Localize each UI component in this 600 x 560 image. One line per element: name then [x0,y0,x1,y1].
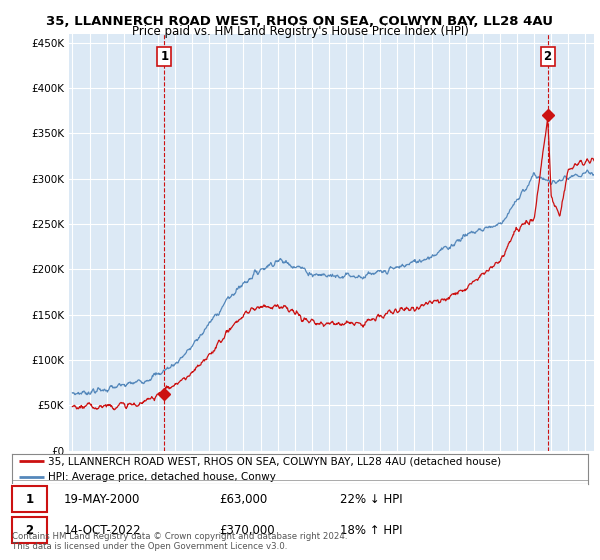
Text: £63,000: £63,000 [220,493,268,506]
Text: 35, LLANNERCH ROAD WEST, RHOS ON SEA, COLWYN BAY, LL28 4AU (detached house): 35, LLANNERCH ROAD WEST, RHOS ON SEA, CO… [48,456,502,466]
Text: 1: 1 [160,50,169,63]
Text: 19-MAY-2000: 19-MAY-2000 [64,493,140,506]
FancyBboxPatch shape [12,486,47,512]
Text: 18% ↑ HPI: 18% ↑ HPI [340,524,403,536]
Text: 35, LLANNERCH ROAD WEST, RHOS ON SEA, COLWYN BAY, LL28 4AU: 35, LLANNERCH ROAD WEST, RHOS ON SEA, CO… [47,15,554,27]
Text: £370,000: £370,000 [220,524,275,536]
Text: 22% ↓ HPI: 22% ↓ HPI [340,493,403,506]
FancyBboxPatch shape [12,517,47,543]
Text: 2: 2 [544,50,552,63]
Text: HPI: Average price, detached house, Conwy: HPI: Average price, detached house, Conw… [48,472,276,482]
Text: 1: 1 [25,493,34,506]
Text: 2: 2 [25,524,34,536]
Text: Price paid vs. HM Land Registry's House Price Index (HPI): Price paid vs. HM Land Registry's House … [131,25,469,38]
Text: 14-OCT-2022: 14-OCT-2022 [64,524,142,536]
Text: Contains HM Land Registry data © Crown copyright and database right 2024.
This d: Contains HM Land Registry data © Crown c… [12,531,347,551]
